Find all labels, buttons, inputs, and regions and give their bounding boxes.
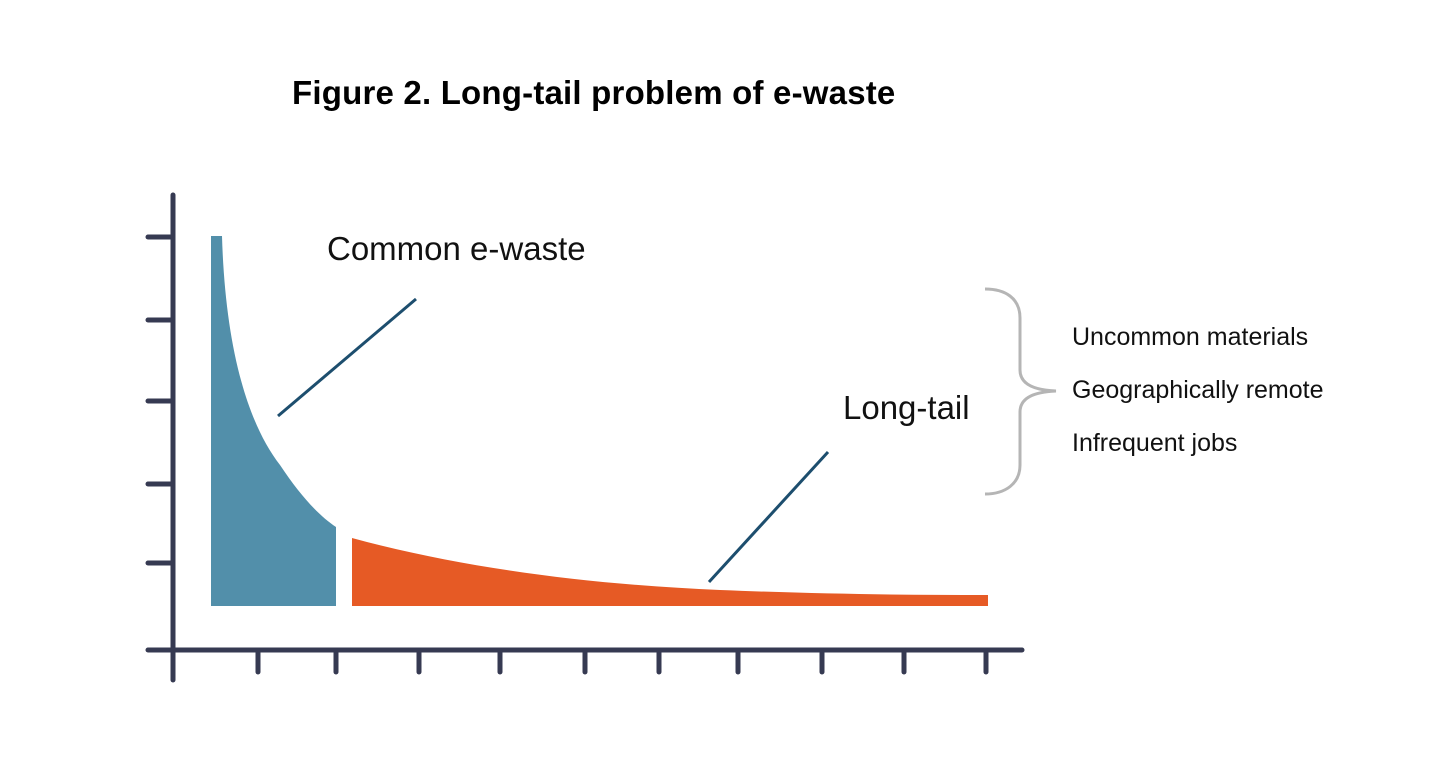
common-leader-line [277,297,417,418]
longtail-label: Long-tail [843,389,970,426]
common-ewaste-label: Common e-waste [327,230,586,267]
tail-region [352,538,988,606]
reason-geographically-remote: Geographically remote [1072,376,1324,404]
reason-infrequent-jobs: Infrequent jobs [1072,429,1238,457]
longtail-reasons-list: Uncommon materials Geographically remote… [1072,320,1324,479]
reason-uncommon-materials: Uncommon materials [1072,323,1309,351]
x-ticks [255,647,989,675]
head-region [211,236,336,606]
figure-title: Figure 2. Long-tail problem of e-waste [292,74,896,111]
curly-brace [984,287,1057,496]
longtail-leader-line [707,450,830,584]
y-ticks [145,234,176,566]
